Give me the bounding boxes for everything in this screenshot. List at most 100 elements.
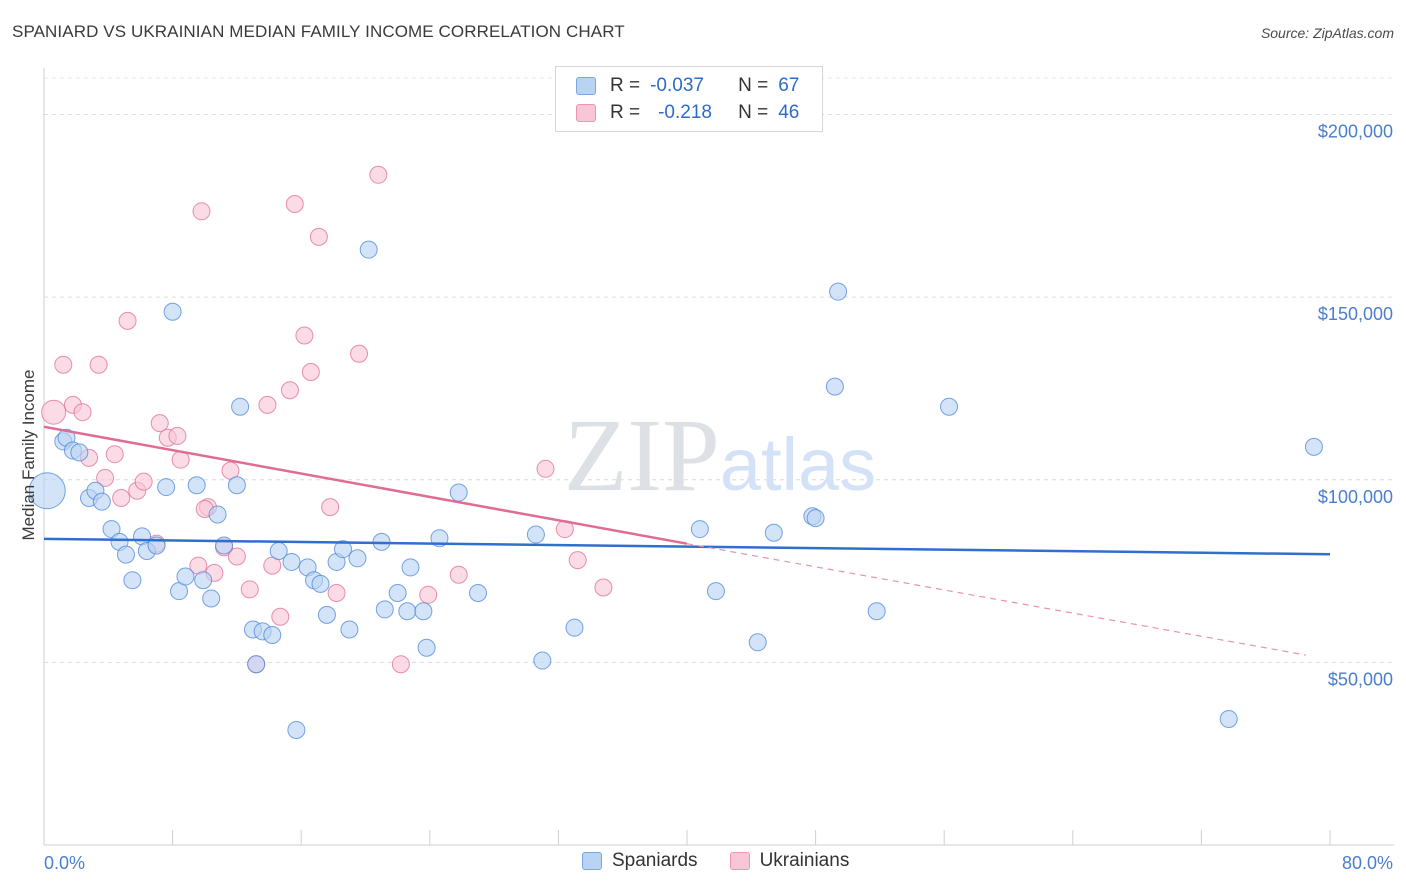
spaniard-point xyxy=(359,240,378,259)
spaniard-point xyxy=(340,620,359,639)
ukrainian-point xyxy=(321,498,340,517)
spaniard-point xyxy=(825,377,844,396)
legend-n-value: 67 xyxy=(778,75,800,96)
spaniard-point xyxy=(806,509,825,528)
spaniard-point xyxy=(417,638,436,657)
ukrainian-point xyxy=(594,578,613,597)
legend-swatch-ukrainians xyxy=(729,852,750,870)
ukrainian-point xyxy=(350,344,369,363)
spaniard-point xyxy=(690,520,709,539)
ukrainian-point xyxy=(419,585,438,604)
legend-swatch-ukrainians xyxy=(576,104,596,122)
legend-r-value: -0.218 xyxy=(658,102,712,123)
ukrainian-point xyxy=(118,311,137,330)
spaniard-point xyxy=(706,582,725,601)
spaniard-point xyxy=(398,602,417,621)
legend-label-ukrainians: Ukrainians xyxy=(759,850,850,871)
ukrainian-point xyxy=(280,381,299,400)
legend-row-spaniards: R = -0.037 N = 67 xyxy=(576,74,799,98)
spaniard-point xyxy=(401,558,420,577)
spaniard-point xyxy=(1304,437,1323,456)
spaniard-point xyxy=(287,720,306,739)
spaniard-point xyxy=(449,483,468,502)
legend-n-value: 46 xyxy=(778,102,800,123)
ukrainian-point xyxy=(105,445,124,464)
axes xyxy=(43,68,1394,846)
spaniard-point xyxy=(92,492,111,511)
tick-labels: $50,000 $100,000 $150,000 $200,000 0.0% 80.0% xyxy=(44,122,1393,873)
spaniard-point xyxy=(388,583,407,602)
spaniard-point xyxy=(102,520,121,539)
spaniard-point xyxy=(116,545,135,564)
spaniard-point xyxy=(282,552,301,571)
spaniard-point xyxy=(1219,709,1238,728)
spaniard-point xyxy=(565,618,584,637)
spaniard-point xyxy=(157,478,176,497)
spaniard-point xyxy=(829,282,848,301)
legend-item-ukrainians[interactable]: Ukrainians xyxy=(729,850,850,872)
legend-item-spaniards[interactable]: Spaniards xyxy=(582,850,698,872)
spaniard-point xyxy=(123,571,142,590)
spaniards-trend-line xyxy=(43,537,1331,556)
ukrainians-trend-line xyxy=(43,425,688,545)
ukrainian-point xyxy=(295,326,314,345)
correlation-legend: R = -0.037 N = 67 R = -0.218 N = 46 xyxy=(555,66,823,132)
x-tick-label: 0.0% xyxy=(44,853,85,873)
ukrainian-point xyxy=(449,565,468,584)
spaniard-point xyxy=(348,549,367,568)
spaniard-point xyxy=(764,523,783,542)
spaniard-point xyxy=(940,397,959,416)
spaniard-points xyxy=(28,240,1323,739)
spaniard-point xyxy=(208,505,227,524)
ukrainian-point xyxy=(285,195,304,214)
y-tick-label: $100,000 xyxy=(1318,487,1393,507)
ukrainian-point xyxy=(271,607,290,626)
ukrainian-point xyxy=(192,202,211,221)
y-tick-label: $150,000 xyxy=(1318,304,1393,324)
spaniard-point xyxy=(317,605,336,624)
spaniard-point xyxy=(227,476,246,495)
ukrainian-point xyxy=(89,355,108,374)
spaniard-point xyxy=(867,602,886,621)
ukrainian-point xyxy=(134,472,153,491)
legend-n-label: N = xyxy=(738,102,769,123)
ukrainian-point xyxy=(54,355,73,374)
spaniard-point xyxy=(187,476,206,495)
ukrainian-point xyxy=(227,547,246,566)
ukrainian-point xyxy=(568,551,587,570)
spaniard-point xyxy=(469,583,488,602)
spaniard-point xyxy=(231,397,250,416)
y-axis-label: Median Family Income xyxy=(19,369,38,540)
ukrainian-point xyxy=(369,165,388,184)
spaniard-point xyxy=(533,651,552,670)
y-tick-label: $50,000 xyxy=(1328,669,1393,689)
spaniard-point xyxy=(375,600,394,619)
ukrainian-point xyxy=(112,489,131,508)
spaniard-point xyxy=(70,443,89,462)
spaniard-point xyxy=(333,540,352,559)
chart-title: SPANIARD VS UKRAINIAN MEDIAN FAMILY INCO… xyxy=(12,22,625,41)
watermark: ZIPatlas xyxy=(564,398,876,513)
spaniard-point xyxy=(311,574,330,593)
ukrainian-point xyxy=(150,414,169,433)
ukrainian-point xyxy=(536,459,555,478)
ukrainian-point xyxy=(240,580,259,599)
spaniard-point xyxy=(526,525,545,544)
spaniard-point xyxy=(202,589,221,608)
legend-row-ukrainians: R = -0.218 N = 46 xyxy=(576,101,799,125)
series-legend: Spaniards Ukrainians xyxy=(582,850,881,872)
spaniard-point xyxy=(28,472,66,510)
ukrainian-point xyxy=(96,468,115,487)
legend-swatch-spaniards xyxy=(576,77,596,95)
spaniard-point xyxy=(194,571,213,590)
y-tick-label: $200,000 xyxy=(1318,122,1393,142)
ukrainian-point xyxy=(327,583,346,602)
trend-lines xyxy=(43,425,1331,656)
ukrainian-points xyxy=(41,165,613,674)
legend-swatch-spaniards xyxy=(582,852,602,870)
legend-r-label: R = xyxy=(610,75,641,96)
ukrainian-point xyxy=(73,403,92,422)
spaniard-point xyxy=(414,602,433,621)
chart-source: Source: ZipAtlas.com xyxy=(1260,25,1394,41)
gridlines xyxy=(44,77,1394,663)
